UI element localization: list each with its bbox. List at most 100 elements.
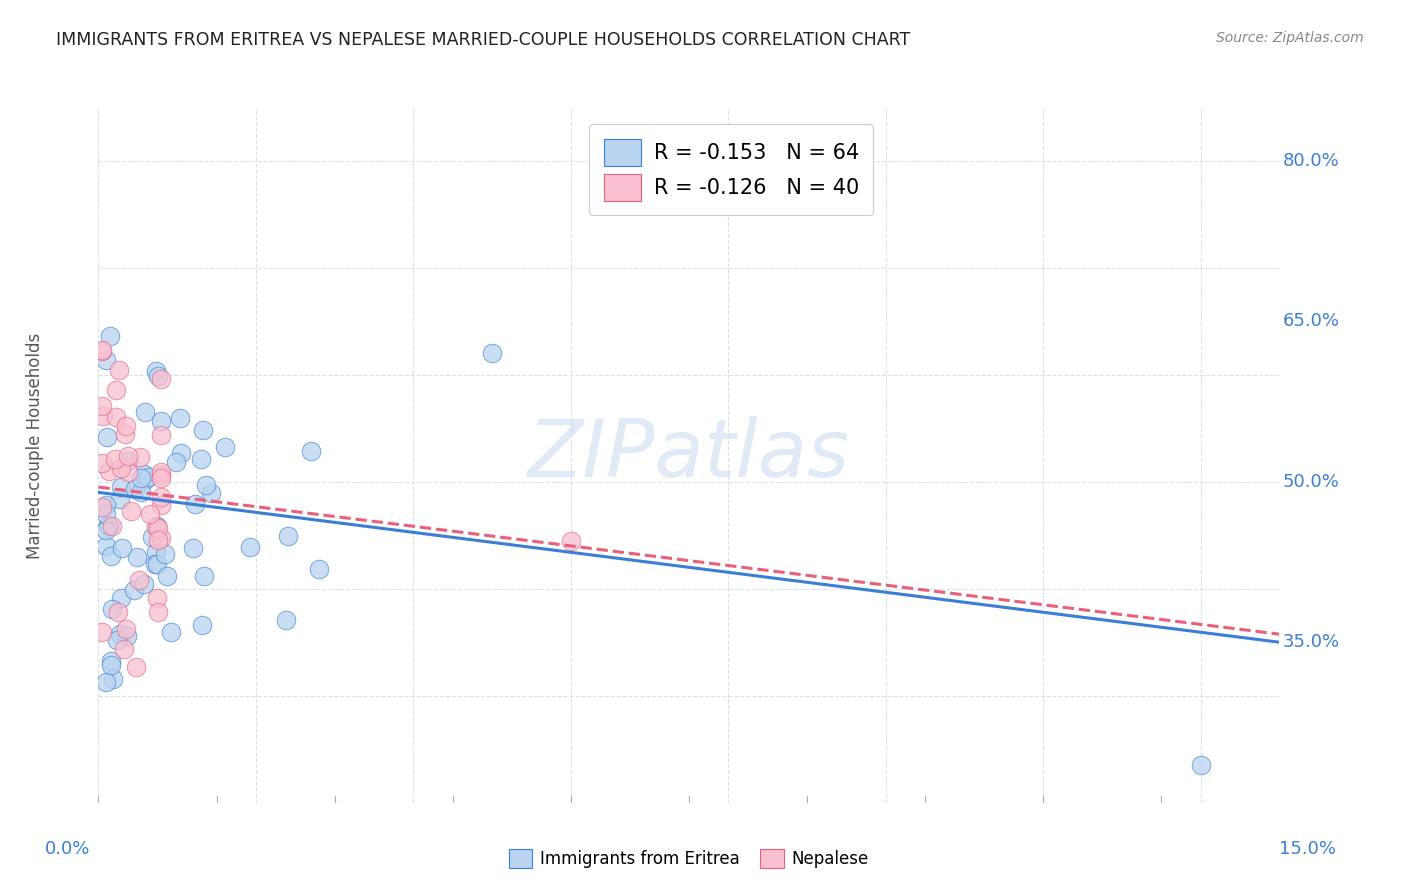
Point bbox=[145, 545, 167, 559]
Point bbox=[108, 492, 131, 507]
Point bbox=[134, 405, 156, 419]
Point bbox=[146, 533, 169, 547]
Point bbox=[117, 449, 139, 463]
Point bbox=[143, 557, 166, 571]
Point bbox=[110, 461, 132, 475]
Point bbox=[136, 470, 159, 484]
Point bbox=[156, 569, 179, 583]
Point bbox=[129, 470, 152, 484]
Point bbox=[150, 490, 173, 504]
Point bbox=[96, 430, 118, 444]
Point bbox=[149, 414, 172, 428]
Point bbox=[115, 419, 138, 434]
Point bbox=[165, 455, 187, 469]
Point bbox=[117, 465, 139, 479]
Point bbox=[146, 591, 169, 606]
Point bbox=[184, 496, 207, 510]
Point bbox=[91, 399, 114, 413]
Point bbox=[138, 507, 160, 521]
Point bbox=[191, 618, 214, 632]
Point bbox=[117, 454, 139, 468]
Point bbox=[1189, 758, 1212, 772]
Point bbox=[91, 343, 114, 357]
Point bbox=[96, 524, 118, 538]
Point bbox=[134, 473, 156, 487]
Point bbox=[125, 659, 148, 673]
Point bbox=[146, 519, 169, 533]
Point bbox=[96, 508, 118, 522]
Text: 15.0%: 15.0% bbox=[1279, 840, 1337, 858]
Point bbox=[131, 485, 153, 500]
Point bbox=[98, 464, 121, 478]
Point bbox=[91, 624, 114, 639]
Point bbox=[132, 577, 155, 591]
Text: 65.0%: 65.0% bbox=[1284, 312, 1340, 330]
Legend: Immigrants from Eritrea, Nepalese: Immigrants from Eritrea, Nepalese bbox=[502, 842, 876, 874]
Point bbox=[120, 503, 142, 517]
Text: IMMIGRANTS FROM ERITREA VS NEPALESE MARRIED-COUPLE HOUSEHOLDS CORRELATION CHART: IMMIGRANTS FROM ERITREA VS NEPALESE MARR… bbox=[56, 31, 911, 49]
Point bbox=[98, 518, 121, 533]
Point bbox=[277, 529, 299, 543]
Point bbox=[104, 452, 127, 467]
Text: 80.0%: 80.0% bbox=[1284, 152, 1340, 169]
Point bbox=[128, 450, 150, 464]
Point bbox=[239, 540, 262, 554]
Point bbox=[91, 457, 114, 471]
Point bbox=[195, 478, 218, 492]
Point bbox=[169, 411, 191, 425]
Text: Married-couple Households: Married-couple Households bbox=[27, 333, 44, 559]
Point bbox=[150, 499, 173, 513]
Point bbox=[114, 642, 136, 657]
Point bbox=[146, 558, 169, 572]
Point bbox=[105, 632, 128, 647]
Point bbox=[101, 602, 124, 616]
Point bbox=[107, 605, 129, 619]
Point bbox=[146, 369, 169, 384]
Point bbox=[97, 517, 120, 532]
Point bbox=[150, 427, 173, 442]
Point bbox=[110, 591, 132, 605]
Point bbox=[560, 533, 582, 548]
Point bbox=[141, 530, 163, 544]
Point bbox=[96, 353, 118, 368]
Point bbox=[150, 372, 173, 386]
Point bbox=[132, 467, 155, 481]
Point bbox=[122, 582, 145, 597]
Point bbox=[111, 541, 134, 555]
Point bbox=[190, 451, 212, 466]
Point bbox=[125, 549, 148, 564]
Point bbox=[100, 657, 122, 672]
Point bbox=[114, 427, 136, 442]
Point bbox=[100, 549, 122, 563]
Point bbox=[108, 627, 131, 641]
Point bbox=[104, 410, 127, 425]
Point bbox=[150, 465, 173, 479]
Point bbox=[170, 446, 193, 460]
Point bbox=[91, 409, 114, 423]
Point bbox=[104, 383, 127, 397]
Point bbox=[100, 654, 122, 668]
Point bbox=[200, 486, 222, 500]
Point bbox=[160, 624, 183, 639]
Text: 35.0%: 35.0% bbox=[1284, 633, 1340, 651]
Point bbox=[150, 471, 173, 485]
Point bbox=[110, 479, 132, 493]
Point bbox=[115, 629, 138, 643]
Point bbox=[191, 423, 214, 437]
Point bbox=[155, 547, 177, 561]
Point bbox=[146, 606, 169, 620]
Point bbox=[91, 343, 114, 358]
Point bbox=[103, 672, 125, 686]
Point bbox=[91, 500, 114, 515]
Point bbox=[96, 675, 118, 690]
Point bbox=[150, 467, 173, 482]
Point bbox=[96, 498, 118, 512]
Point bbox=[114, 622, 136, 636]
Point bbox=[124, 482, 146, 496]
Point bbox=[128, 573, 150, 587]
Point bbox=[308, 562, 330, 576]
Point bbox=[214, 440, 236, 454]
Text: 0.0%: 0.0% bbox=[45, 840, 90, 858]
Point bbox=[481, 346, 503, 360]
Text: ZIPatlas: ZIPatlas bbox=[527, 416, 851, 494]
